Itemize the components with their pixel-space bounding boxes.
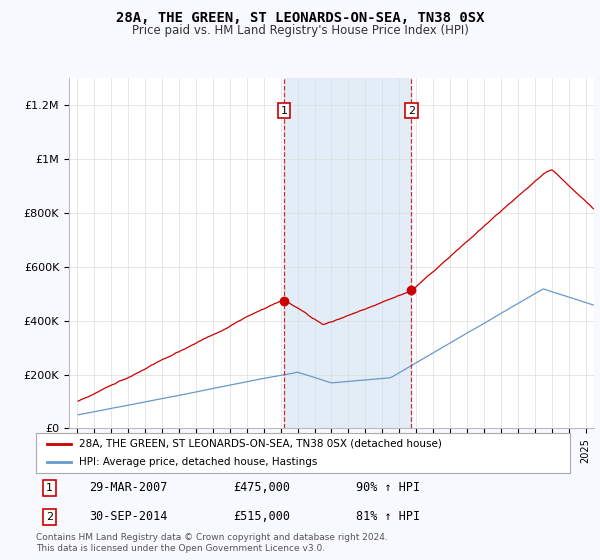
Text: 29-MAR-2007: 29-MAR-2007 bbox=[89, 481, 168, 494]
Text: Price paid vs. HM Land Registry's House Price Index (HPI): Price paid vs. HM Land Registry's House … bbox=[131, 24, 469, 36]
Text: £475,000: £475,000 bbox=[233, 481, 290, 494]
Text: 28A, THE GREEN, ST LEONARDS-ON-SEA, TN38 0SX (detached house): 28A, THE GREEN, ST LEONARDS-ON-SEA, TN38… bbox=[79, 439, 442, 449]
Text: 90% ↑ HPI: 90% ↑ HPI bbox=[356, 481, 421, 494]
Text: 30-SEP-2014: 30-SEP-2014 bbox=[89, 510, 168, 524]
Bar bbox=[284, 78, 411, 428]
Bar bbox=[577, 78, 594, 428]
Text: 2: 2 bbox=[46, 512, 53, 522]
Text: Contains HM Land Registry data © Crown copyright and database right 2024.
This d: Contains HM Land Registry data © Crown c… bbox=[36, 533, 388, 553]
Text: 1: 1 bbox=[46, 483, 53, 493]
Text: HPI: Average price, detached house, Hastings: HPI: Average price, detached house, Hast… bbox=[79, 458, 317, 467]
Text: 28A, THE GREEN, ST LEONARDS-ON-SEA, TN38 0SX: 28A, THE GREEN, ST LEONARDS-ON-SEA, TN38… bbox=[116, 11, 484, 25]
Text: 2: 2 bbox=[407, 106, 415, 116]
Text: 1: 1 bbox=[281, 106, 288, 116]
Text: £515,000: £515,000 bbox=[233, 510, 290, 524]
Text: 81% ↑ HPI: 81% ↑ HPI bbox=[356, 510, 421, 524]
